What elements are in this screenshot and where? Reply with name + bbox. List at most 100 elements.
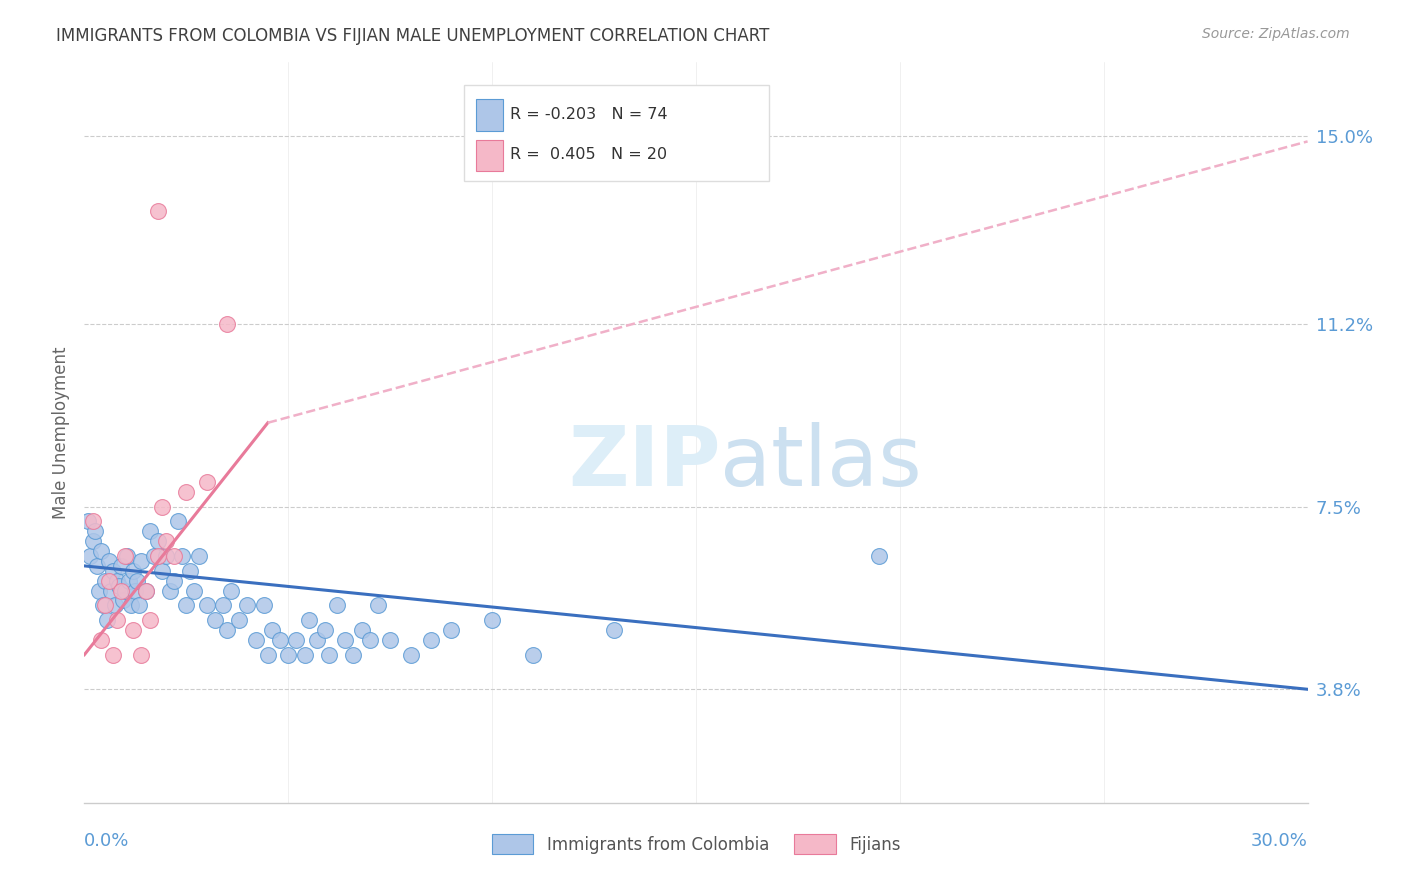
Point bbox=[100, 583, 122, 598]
Point bbox=[172, 549, 194, 563]
Point bbox=[195, 475, 218, 489]
Point bbox=[138, 524, 160, 539]
Point bbox=[260, 623, 283, 637]
Point bbox=[118, 574, 141, 588]
Point bbox=[86, 558, 108, 573]
Text: IMMIGRANTS FROM COLOMBIA VS FIJIAN MALE UNEMPLOYMENT CORRELATION CHART: IMMIGRANTS FROM COLOMBIA VS FIJIAN MALE … bbox=[56, 27, 769, 45]
Point bbox=[138, 613, 160, 627]
Point bbox=[359, 632, 381, 647]
Point bbox=[114, 549, 136, 563]
Point bbox=[869, 549, 891, 563]
Point bbox=[83, 524, 105, 539]
Point bbox=[367, 599, 389, 613]
Text: R =  0.405   N = 20: R = 0.405 N = 20 bbox=[510, 147, 668, 162]
Point bbox=[217, 317, 239, 331]
Text: ZIP: ZIP bbox=[568, 422, 720, 503]
Point bbox=[314, 623, 336, 637]
Point bbox=[159, 583, 181, 598]
Point bbox=[326, 599, 349, 613]
Point bbox=[277, 648, 299, 662]
Point bbox=[124, 583, 146, 598]
Point bbox=[131, 554, 153, 568]
Point bbox=[114, 583, 136, 598]
Point bbox=[380, 632, 402, 647]
Text: 30.0%: 30.0% bbox=[1251, 832, 1308, 850]
Point bbox=[305, 632, 328, 647]
Point bbox=[174, 484, 197, 499]
FancyBboxPatch shape bbox=[464, 85, 769, 181]
Point bbox=[146, 534, 169, 549]
Bar bbox=[475, 99, 503, 130]
Point bbox=[420, 632, 443, 647]
Legend: Immigrants from Colombia, Fijians: Immigrants from Colombia, Fijians bbox=[485, 828, 907, 861]
Point bbox=[163, 549, 186, 563]
Point bbox=[269, 632, 291, 647]
Point bbox=[318, 648, 340, 662]
Point bbox=[195, 599, 218, 613]
Point bbox=[155, 534, 177, 549]
Point bbox=[108, 579, 131, 593]
Point bbox=[294, 648, 316, 662]
Point bbox=[399, 648, 422, 662]
Point bbox=[245, 632, 267, 647]
Point bbox=[101, 648, 124, 662]
Bar bbox=[475, 140, 503, 171]
Point bbox=[110, 558, 132, 573]
Point bbox=[87, 583, 110, 598]
Point bbox=[219, 583, 242, 598]
Point bbox=[228, 613, 250, 627]
Point bbox=[522, 648, 544, 662]
Point bbox=[122, 623, 145, 637]
Point bbox=[257, 648, 280, 662]
Point bbox=[603, 623, 626, 637]
Point bbox=[82, 515, 104, 529]
Point bbox=[179, 564, 201, 578]
Point bbox=[146, 549, 169, 563]
Point bbox=[122, 564, 145, 578]
Point bbox=[105, 613, 128, 627]
Point bbox=[342, 648, 364, 662]
Point bbox=[110, 583, 132, 598]
Point bbox=[90, 544, 112, 558]
Point bbox=[101, 564, 124, 578]
Point bbox=[146, 203, 169, 218]
Point bbox=[91, 599, 114, 613]
Point bbox=[120, 599, 142, 613]
Point bbox=[150, 500, 173, 514]
Point bbox=[298, 613, 321, 627]
Point bbox=[131, 648, 153, 662]
Point bbox=[112, 593, 135, 607]
Point bbox=[93, 599, 115, 613]
Text: R = -0.203   N = 74: R = -0.203 N = 74 bbox=[510, 107, 668, 122]
Point bbox=[97, 554, 120, 568]
Point bbox=[97, 574, 120, 588]
Point bbox=[350, 623, 373, 637]
Point bbox=[167, 515, 190, 529]
Y-axis label: Male Unemployment: Male Unemployment bbox=[52, 346, 70, 519]
Point bbox=[183, 583, 205, 598]
Point bbox=[163, 574, 186, 588]
Point bbox=[285, 632, 308, 647]
Point bbox=[481, 613, 503, 627]
Point bbox=[135, 583, 157, 598]
Point bbox=[187, 549, 209, 563]
Point bbox=[204, 613, 226, 627]
Point bbox=[93, 574, 115, 588]
Point bbox=[82, 534, 104, 549]
Point bbox=[115, 549, 138, 563]
Point bbox=[90, 632, 112, 647]
Point bbox=[135, 583, 157, 598]
Point bbox=[150, 564, 173, 578]
Point bbox=[96, 613, 118, 627]
Point bbox=[77, 515, 100, 529]
Point bbox=[174, 599, 197, 613]
Point bbox=[105, 574, 128, 588]
Point bbox=[253, 599, 276, 613]
Point bbox=[128, 599, 150, 613]
Point bbox=[104, 599, 127, 613]
Point bbox=[440, 623, 463, 637]
Point bbox=[155, 549, 177, 563]
Point bbox=[127, 574, 149, 588]
Point bbox=[335, 632, 357, 647]
Text: Source: ZipAtlas.com: Source: ZipAtlas.com bbox=[1202, 27, 1350, 41]
